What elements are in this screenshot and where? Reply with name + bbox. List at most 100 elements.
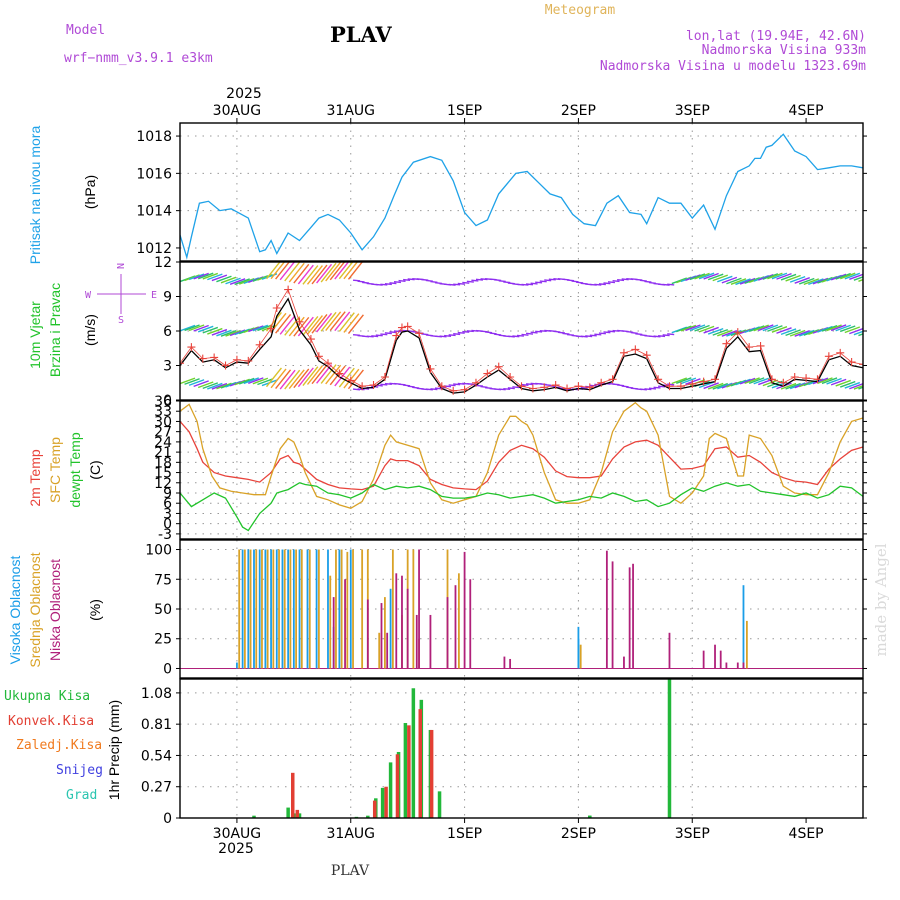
data-point bbox=[813, 375, 822, 384]
bar bbox=[429, 729, 434, 818]
data-point bbox=[733, 328, 742, 337]
wind-vector bbox=[270, 368, 287, 389]
wind-label-2: Brzina i Pravac bbox=[47, 283, 63, 377]
wind-vector bbox=[288, 262, 305, 283]
model-label: Model bbox=[66, 23, 105, 38]
data-point bbox=[836, 348, 845, 357]
wind-label-1: 10m Vjetar bbox=[27, 301, 43, 369]
wind-vector bbox=[707, 327, 724, 335]
plot-area bbox=[180, 401, 863, 532]
bar bbox=[344, 579, 346, 669]
pressure-label: Pritisak na nivou mora bbox=[27, 126, 43, 265]
bar bbox=[287, 549, 290, 669]
wind-vector bbox=[849, 273, 863, 280]
wind-vector bbox=[257, 378, 273, 386]
data-point bbox=[676, 382, 685, 391]
wind-vector bbox=[789, 382, 806, 390]
wind-vector bbox=[380, 333, 388, 336]
wind-vector bbox=[680, 377, 697, 385]
wind-vector bbox=[466, 330, 474, 333]
wind-vector bbox=[835, 324, 851, 332]
bar bbox=[503, 656, 506, 669]
wind-vector bbox=[248, 377, 264, 385]
wind-vector bbox=[830, 378, 847, 386]
wind-vector bbox=[211, 382, 228, 390]
wind-vector bbox=[598, 283, 606, 286]
y-tick-label: 100 bbox=[145, 543, 172, 559]
bar bbox=[378, 632, 381, 669]
bottom-day-label: 1SEP bbox=[447, 826, 482, 842]
data-point bbox=[392, 331, 401, 340]
wind-vector bbox=[393, 330, 402, 333]
bar bbox=[300, 549, 303, 669]
wind-vector bbox=[771, 272, 788, 280]
wind-vector bbox=[780, 382, 797, 390]
y-tick-label: 0 bbox=[163, 393, 172, 409]
wind-vector bbox=[607, 281, 616, 284]
wind-vector bbox=[329, 311, 346, 331]
data-point bbox=[346, 376, 355, 385]
wind-vector bbox=[193, 380, 209, 388]
wind-vector bbox=[826, 324, 842, 332]
bar bbox=[391, 549, 394, 669]
wind-vector bbox=[858, 333, 863, 337]
data-point bbox=[369, 381, 378, 390]
bar bbox=[668, 632, 671, 669]
wind-vector bbox=[617, 278, 625, 282]
wind-vector bbox=[197, 325, 214, 333]
bar bbox=[241, 549, 244, 669]
bar bbox=[317, 549, 320, 669]
wind-vector bbox=[721, 330, 738, 337]
panel-cloud: 0 25 50 75 100 bbox=[145, 539, 867, 679]
wind-vector bbox=[229, 329, 246, 337]
wind-vector bbox=[238, 277, 255, 285]
bar bbox=[401, 575, 403, 669]
wind-vector bbox=[311, 313, 328, 334]
wind-vector bbox=[658, 334, 666, 338]
bottom-day-label: 30AUG bbox=[213, 826, 262, 842]
plot-area bbox=[180, 262, 863, 395]
wind-vector bbox=[220, 330, 237, 337]
wind-vector bbox=[762, 273, 779, 280]
wind-vector bbox=[279, 262, 296, 281]
data-point bbox=[460, 385, 469, 394]
wind-vector bbox=[320, 311, 337, 332]
wind-vector bbox=[685, 324, 701, 332]
wind-vector bbox=[211, 274, 228, 282]
y-tick-label: -3 bbox=[158, 527, 172, 543]
top-day-label: 4SEP bbox=[789, 103, 824, 119]
bar bbox=[454, 585, 457, 669]
dewpt-label: dewpt Temp bbox=[67, 432, 83, 507]
wind-vector bbox=[603, 282, 611, 285]
data-point bbox=[494, 362, 503, 371]
wind-vector bbox=[434, 387, 443, 390]
high-cloud-label: Visoka Oblacnost bbox=[7, 556, 23, 665]
bar bbox=[388, 762, 393, 818]
series-line bbox=[180, 420, 863, 491]
bar bbox=[742, 585, 745, 669]
y-tick-label: 3 bbox=[163, 506, 172, 522]
bar bbox=[469, 579, 472, 669]
bar bbox=[457, 573, 460, 669]
wind-vector bbox=[288, 316, 305, 337]
data-point bbox=[314, 352, 323, 361]
wind-vector bbox=[849, 383, 863, 390]
data-point bbox=[767, 375, 776, 384]
wind-vector bbox=[548, 278, 556, 281]
wind-vector bbox=[325, 364, 342, 385]
wind-vector bbox=[188, 379, 205, 386]
elevation: Nadmorska Visina 933m bbox=[702, 43, 867, 58]
wind-vector bbox=[712, 328, 729, 336]
coordinates: lon,lat (19.94E, 42.6N) bbox=[686, 29, 866, 44]
wind-vector bbox=[389, 331, 397, 334]
panel-frame bbox=[179, 678, 864, 819]
wind-vector bbox=[758, 324, 774, 332]
y-tick-label: 9 bbox=[163, 290, 172, 306]
bar bbox=[736, 662, 739, 669]
wind-vector bbox=[789, 329, 806, 337]
bar bbox=[275, 549, 278, 669]
data-point bbox=[187, 343, 196, 352]
model-name: wrf−nmm_v3.9.1 e3km bbox=[64, 51, 213, 66]
bar bbox=[278, 549, 280, 669]
bar bbox=[258, 549, 261, 669]
